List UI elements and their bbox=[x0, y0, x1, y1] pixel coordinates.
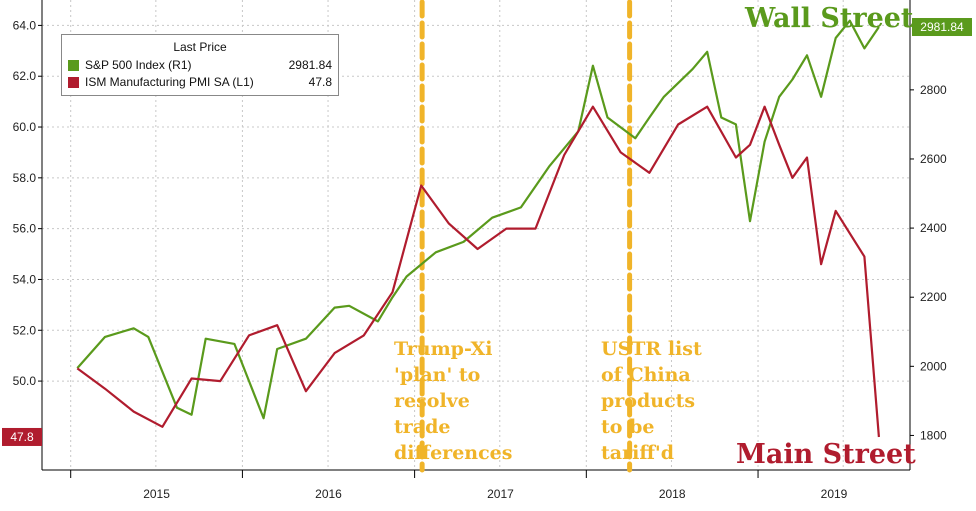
right-axis-ticks: 2800 2600 2400 2200 2000 1800 bbox=[910, 83, 947, 442]
grid bbox=[42, 0, 910, 470]
legend-header: Last Price bbox=[173, 40, 227, 54]
annotation-trump-xi: Trump-Xi 'plan' to resolve trade differe… bbox=[394, 336, 512, 466]
series-line-sp500 bbox=[76, 19, 880, 420]
legend-item-sp500: S&P 500 Index (R1) 2981.84 bbox=[68, 57, 332, 73]
left-axis-ticks: 64.0 62.0 60.0 58.0 56.0 54.0 52.0 50.0 bbox=[13, 18, 42, 388]
x-axis-ticks: 2015 2016 2017 2018 2019 bbox=[70, 470, 848, 501]
right-tick-label: 2600 bbox=[920, 152, 947, 166]
annotation-line: Trump-Xi bbox=[394, 338, 493, 360]
last-value-tags: 47.8 2981.84 bbox=[2, 18, 972, 446]
last-value-tag-ism bbox=[2, 427, 42, 446]
annotation-line: of China bbox=[601, 364, 691, 386]
x-tick-label: 2015 bbox=[143, 487, 170, 501]
left-tick-label: 56.0 bbox=[13, 222, 37, 236]
left-tick-label: 58.0 bbox=[13, 171, 37, 185]
annotation-line: USTR list bbox=[601, 338, 702, 360]
x-tick-label: 2018 bbox=[659, 487, 686, 501]
legend-label-sp500: S&P 500 Index (R1) bbox=[85, 58, 192, 72]
left-tick-label: 50.0 bbox=[13, 374, 37, 388]
annotation-line: tariff'd bbox=[601, 442, 675, 464]
x-tick-label: 2017 bbox=[487, 487, 514, 501]
legend-item-ism: ISM Manufacturing PMI SA (L1) 47.8 bbox=[68, 74, 332, 90]
legend: Last Price S&P 500 Index (R1) 2981.84 IS… bbox=[61, 34, 339, 96]
left-tick-label: 52.0 bbox=[13, 323, 37, 337]
annotation-ustr: USTR list of China products to be tariff… bbox=[601, 336, 702, 466]
right-tick-label: 2400 bbox=[920, 221, 947, 235]
left-tick-label: 60.0 bbox=[13, 120, 37, 134]
left-tick-label: 54.0 bbox=[13, 272, 37, 286]
annotation-lines bbox=[419, 0, 633, 473]
right-tick-label: 2800 bbox=[920, 83, 947, 97]
annotation-line: resolve bbox=[394, 390, 470, 412]
legend-label-ism: ISM Manufacturing PMI SA (L1) bbox=[85, 75, 254, 89]
title-main-street: Main Street bbox=[736, 439, 916, 470]
x-tick-label: 2016 bbox=[315, 487, 342, 501]
last-value-tag-sp500 bbox=[912, 18, 972, 37]
left-tick-label: 62.0 bbox=[13, 69, 37, 83]
annotation-line: products bbox=[601, 390, 696, 412]
annotation-line: 'plan' to bbox=[394, 364, 481, 386]
series-line-ism bbox=[76, 105, 880, 438]
legend-value-ism: 47.8 bbox=[308, 75, 332, 89]
annotation-line: to be bbox=[601, 416, 655, 438]
last-value-tag-sp500-label: 2981.84 bbox=[920, 20, 964, 34]
x-tick-label: 2019 bbox=[821, 487, 848, 501]
title-wall-street: Wall Street bbox=[745, 3, 914, 34]
right-tick-label: 2000 bbox=[920, 359, 947, 373]
right-tick-label: 2200 bbox=[920, 290, 947, 304]
left-tick-label: 64.0 bbox=[13, 18, 37, 32]
right-tick-label: 1800 bbox=[920, 428, 947, 442]
legend-value-sp500: 2981.84 bbox=[288, 58, 332, 72]
annotation-line: differences bbox=[394, 442, 513, 464]
legend-swatch-ism bbox=[68, 76, 79, 88]
legend-swatch-sp500 bbox=[68, 59, 79, 71]
last-value-tag-ism-label: 47.8 bbox=[10, 430, 34, 444]
annotation-line: trade bbox=[394, 416, 451, 438]
